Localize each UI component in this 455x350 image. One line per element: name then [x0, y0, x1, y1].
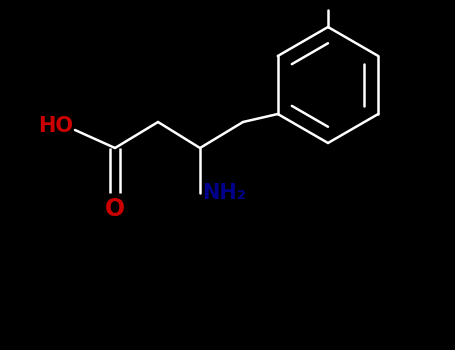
- Text: HO: HO: [38, 117, 73, 136]
- Text: NH₂: NH₂: [202, 183, 246, 203]
- Text: O: O: [105, 196, 125, 220]
